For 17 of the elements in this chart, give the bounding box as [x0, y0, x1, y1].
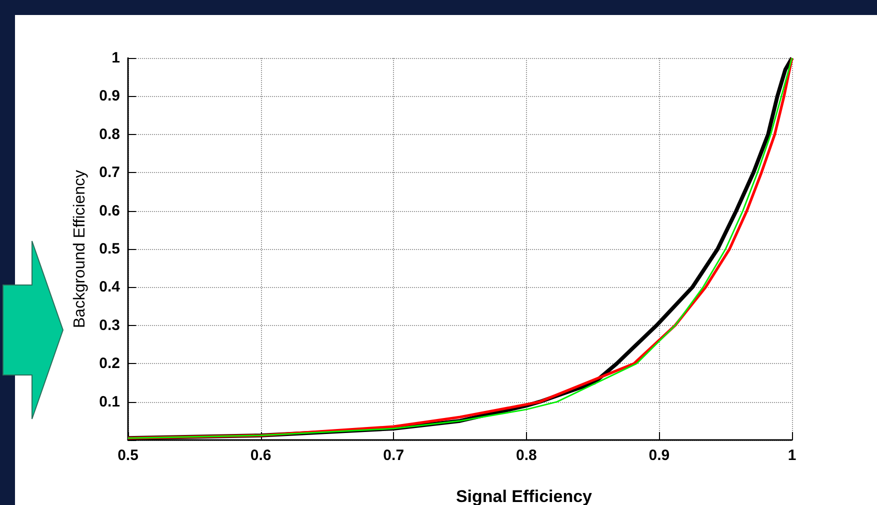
y-tick-label: 0.1 — [99, 393, 120, 410]
y-tick-label: 1 — [112, 50, 120, 66]
y-tick-label: 0.3 — [99, 316, 120, 334]
y-tick-label: 0.2 — [99, 355, 120, 372]
x-tick-label: 0.6 — [250, 447, 272, 464]
x-tick-label: 0.7 — [383, 447, 404, 464]
y-tick-label: 0.8 — [99, 126, 120, 143]
x-tick-label: 1 — [788, 447, 796, 464]
x-tick-label: 0.9 — [648, 447, 670, 464]
y-tick-label: 0.4 — [99, 278, 121, 296]
y-tick-label: 0.9 — [99, 88, 120, 105]
y-tick-label: 0.6 — [99, 202, 120, 220]
y-tick-label: 0.7 — [99, 164, 120, 182]
y-tick-label: 0.5 — [99, 240, 120, 258]
x-tick-label: 0.5 — [118, 447, 138, 464]
y-axis-title: Background Efficiency — [72, 170, 88, 328]
x-tick-label: 0.8 — [516, 447, 537, 464]
